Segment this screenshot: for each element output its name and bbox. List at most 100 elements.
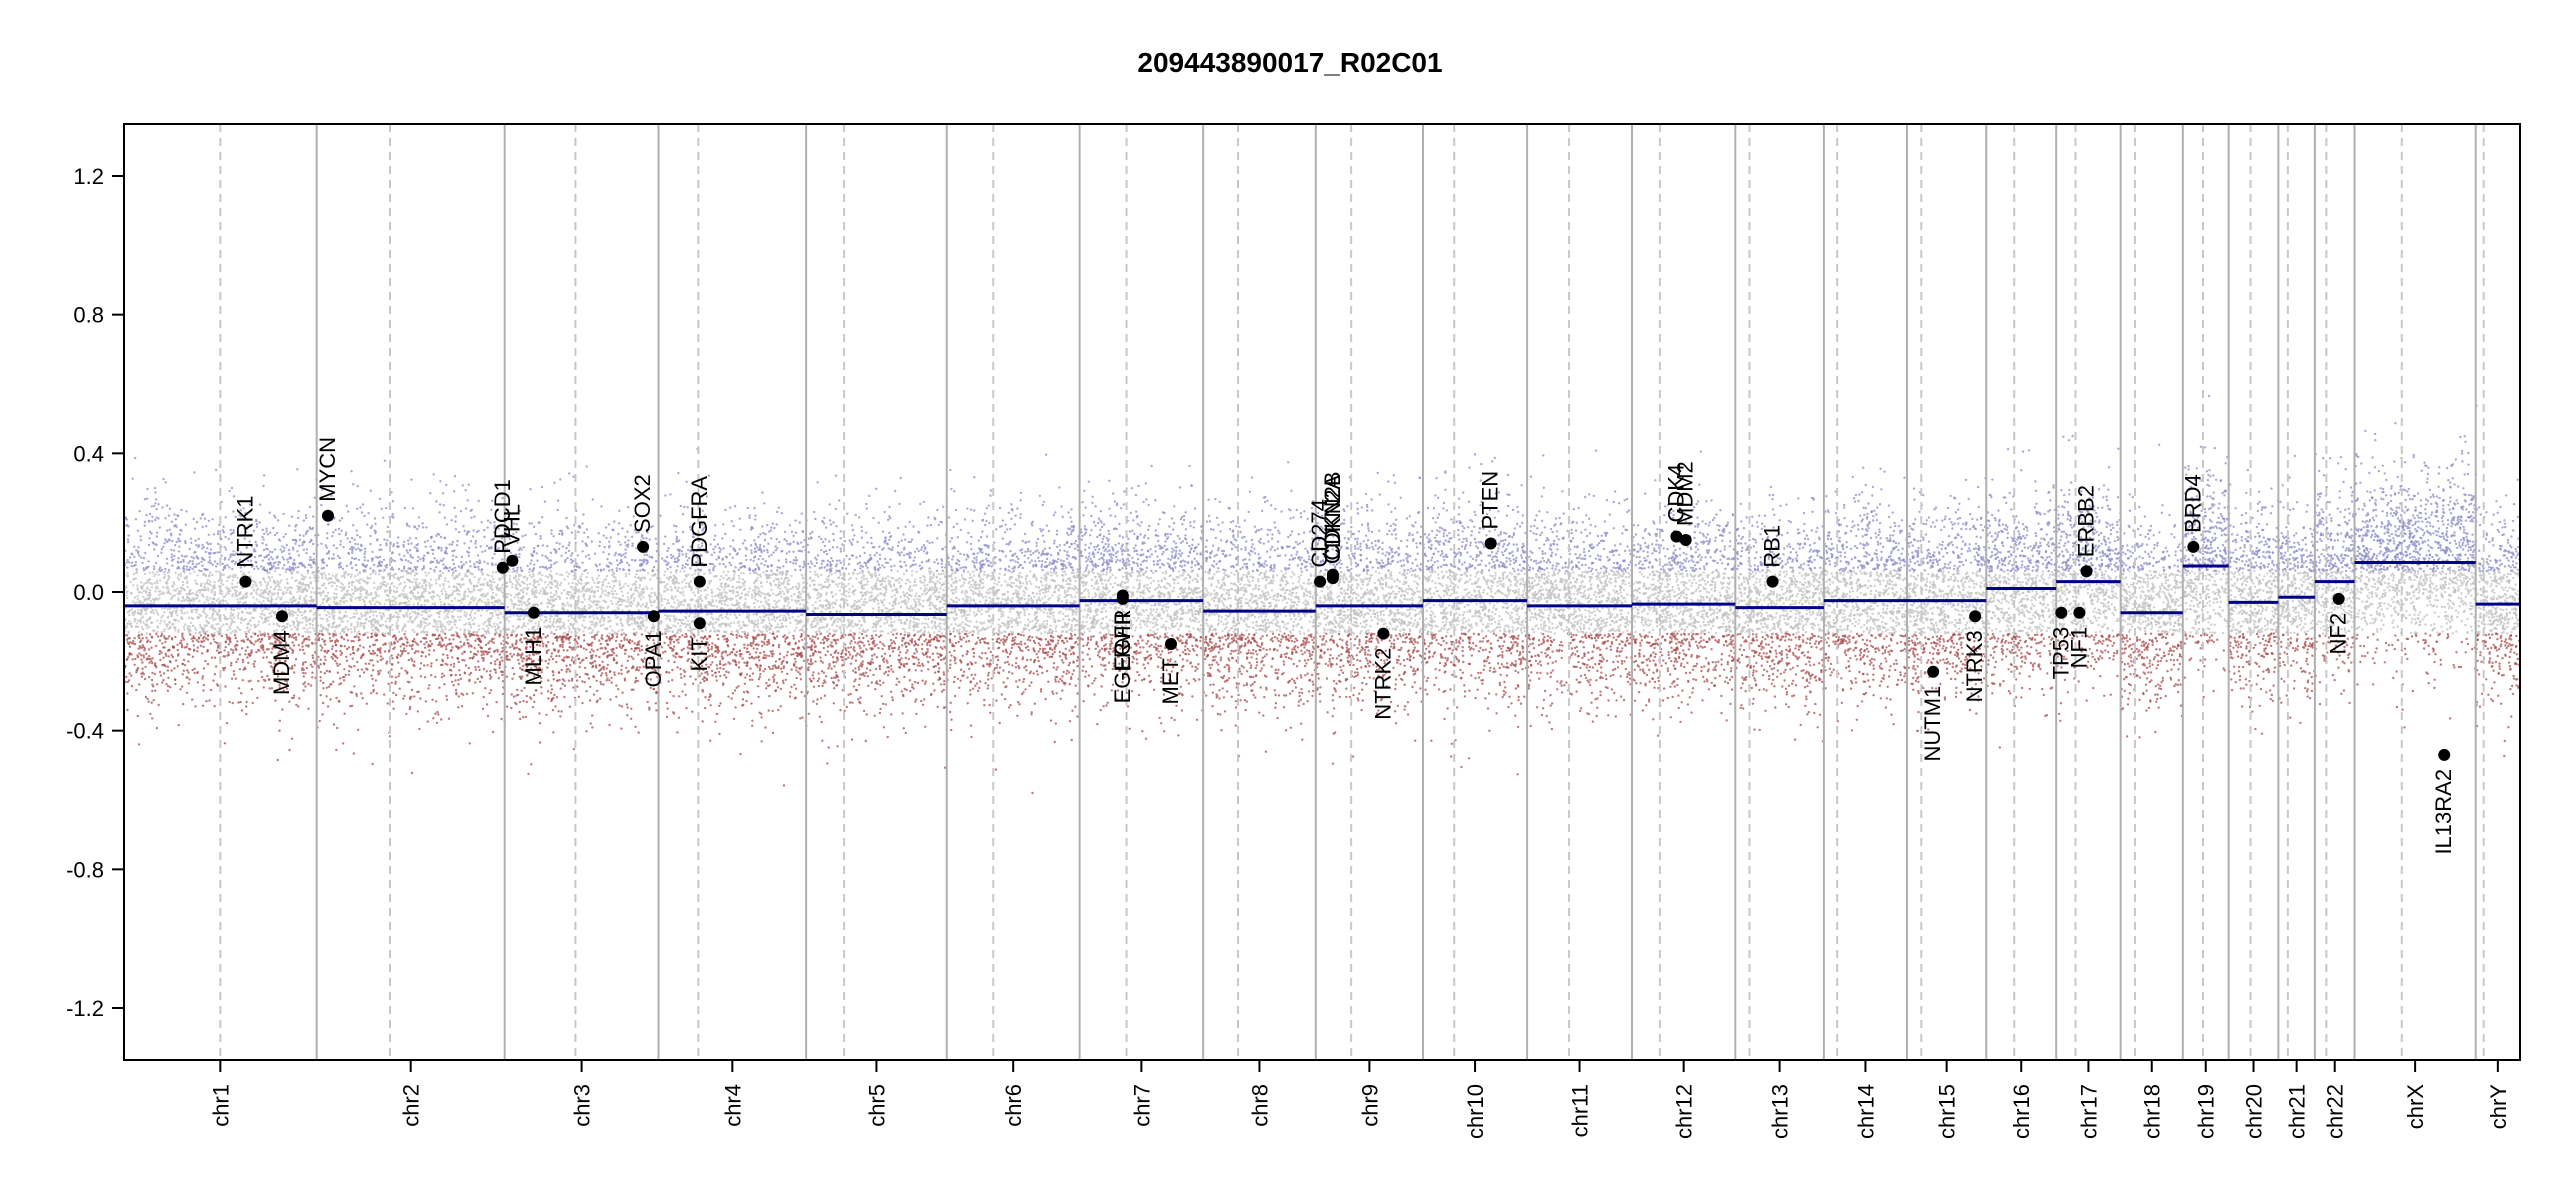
probe-point bbox=[221, 592, 224, 596]
probe-point bbox=[186, 625, 190, 628]
probe-point bbox=[246, 626, 249, 630]
probe-point bbox=[237, 617, 240, 620]
probe-point bbox=[286, 588, 289, 592]
probe-point bbox=[210, 633, 214, 636]
probe-point bbox=[173, 544, 177, 547]
probe-point bbox=[173, 525, 176, 528]
probe-point bbox=[555, 572, 559, 575]
probe-point bbox=[482, 659, 485, 662]
probe-point bbox=[414, 650, 418, 653]
probe-point bbox=[582, 513, 585, 516]
probe-point bbox=[262, 538, 265, 541]
probe-point bbox=[407, 579, 411, 582]
probe-point bbox=[485, 632, 488, 635]
probe-point bbox=[285, 544, 288, 547]
probe-point bbox=[302, 682, 305, 686]
probe-point bbox=[408, 705, 412, 709]
probe-point bbox=[214, 617, 217, 620]
probe-point bbox=[360, 655, 363, 658]
probe-point bbox=[295, 703, 298, 707]
probe-point bbox=[405, 595, 408, 598]
probe-point bbox=[490, 597, 494, 600]
probe-point bbox=[385, 660, 389, 663]
probe-point bbox=[267, 608, 270, 611]
probe-point bbox=[397, 567, 401, 571]
probe-point bbox=[318, 591, 321, 595]
probe-point bbox=[162, 630, 166, 633]
probe-point bbox=[476, 585, 479, 588]
probe-point bbox=[417, 601, 420, 605]
probe-point bbox=[211, 573, 214, 577]
probe-point bbox=[151, 520, 154, 523]
probe-point bbox=[216, 562, 219, 565]
probe-point bbox=[140, 646, 144, 649]
probe-point bbox=[262, 621, 265, 624]
probe-point bbox=[362, 671, 366, 674]
probe-point bbox=[427, 645, 430, 648]
probe-point bbox=[443, 643, 446, 647]
probe-point bbox=[447, 717, 451, 720]
probe-point bbox=[243, 601, 246, 604]
probe-point bbox=[129, 609, 132, 612]
probe-point bbox=[382, 581, 385, 584]
probe-point bbox=[237, 563, 240, 566]
probe-point bbox=[183, 555, 186, 558]
probe-point bbox=[383, 590, 387, 593]
probe-point bbox=[224, 640, 228, 643]
probe-point bbox=[248, 639, 252, 643]
probe-point bbox=[355, 609, 358, 612]
probe-point bbox=[163, 576, 166, 579]
probe-point bbox=[356, 668, 360, 672]
probe-point bbox=[236, 614, 240, 617]
probe-point bbox=[460, 645, 463, 648]
probe-point bbox=[154, 543, 157, 546]
probe-point bbox=[212, 618, 215, 622]
probe-point bbox=[477, 578, 480, 582]
probe-point bbox=[178, 641, 182, 645]
probe-point bbox=[173, 554, 176, 558]
probe-point bbox=[453, 621, 456, 624]
probe-point bbox=[158, 649, 162, 653]
probe-point bbox=[434, 566, 438, 569]
probe-point bbox=[438, 511, 441, 514]
probe-point bbox=[291, 613, 294, 616]
probe-point bbox=[146, 579, 149, 582]
probe-point bbox=[402, 613, 405, 617]
probe-point bbox=[624, 575, 628, 578]
probe-point bbox=[165, 540, 168, 543]
probe-point bbox=[621, 527, 624, 530]
probe-point bbox=[290, 696, 294, 700]
probe-point bbox=[498, 587, 501, 590]
probe-point bbox=[491, 614, 494, 618]
probe-point bbox=[341, 567, 345, 570]
probe-point bbox=[557, 547, 561, 551]
probe-point bbox=[261, 535, 264, 539]
probe-point bbox=[614, 551, 617, 555]
probe-point bbox=[451, 568, 454, 571]
probe-point bbox=[304, 630, 307, 633]
probe-point bbox=[222, 667, 225, 670]
probe-point bbox=[309, 599, 313, 603]
probe-point bbox=[467, 551, 470, 554]
probe-point bbox=[350, 631, 353, 634]
probe-point bbox=[374, 572, 377, 576]
probe-point bbox=[450, 519, 453, 522]
probe-point bbox=[183, 628, 186, 631]
probe-point bbox=[627, 584, 630, 587]
probe-point bbox=[280, 671, 284, 674]
probe-point bbox=[395, 621, 398, 624]
probe-point bbox=[495, 570, 498, 574]
probe-point bbox=[215, 570, 218, 573]
probe-point bbox=[292, 636, 296, 640]
probe-point bbox=[300, 563, 304, 566]
probe-point bbox=[363, 559, 367, 562]
probe-point bbox=[484, 549, 487, 553]
probe-point bbox=[574, 582, 578, 586]
probe-point bbox=[444, 579, 447, 582]
probe-point bbox=[236, 598, 239, 601]
probe-point bbox=[215, 623, 218, 626]
probe-point bbox=[238, 653, 242, 656]
probe-point bbox=[192, 557, 195, 560]
probe-point bbox=[501, 646, 504, 650]
probe-point bbox=[294, 598, 298, 601]
